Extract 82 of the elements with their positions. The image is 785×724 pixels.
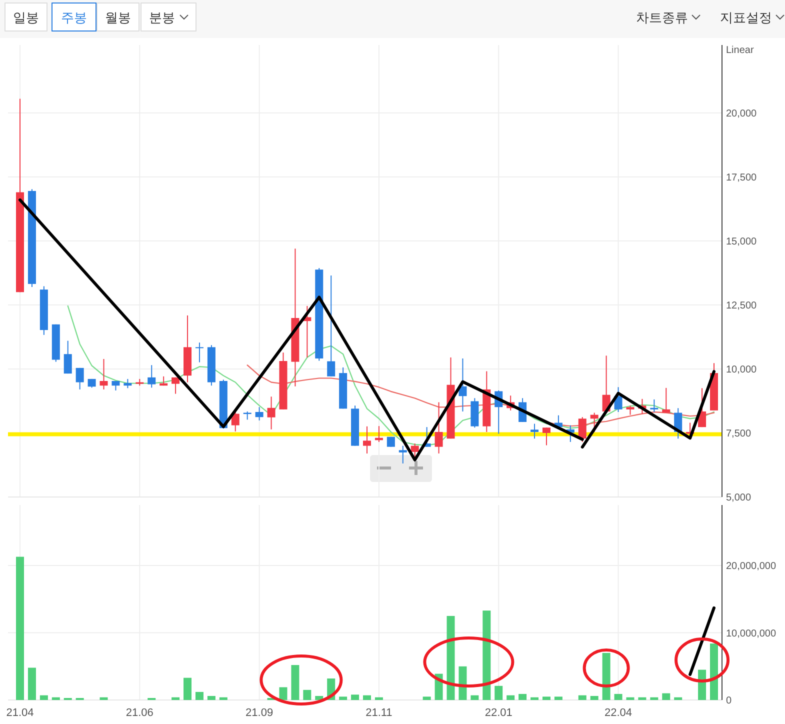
- bar: [279, 687, 288, 700]
- candlestick: [542, 427, 550, 446]
- bar: [710, 644, 718, 700]
- bar: [638, 697, 646, 700]
- bar: [422, 696, 431, 700]
- y-tick-label: 20,000,000: [726, 561, 776, 572]
- bar: [470, 695, 479, 700]
- bar: [40, 695, 48, 700]
- bar: [207, 696, 216, 700]
- y-tick-label: 0: [726, 696, 732, 706]
- candlestick: [100, 358, 108, 390]
- text: 차트종류: [636, 10, 688, 25]
- y-tick-label: 10,000,000: [726, 628, 776, 640]
- x-tick-label: 22.01: [484, 707, 512, 719]
- bar: [458, 666, 467, 700]
- candlestick: [410, 442, 419, 458]
- bar: [506, 695, 515, 700]
- bar: [291, 665, 300, 700]
- text: 주봉: [61, 10, 87, 25]
- bar: [662, 693, 670, 700]
- text: 분봉: [149, 10, 175, 25]
- candlestick: [195, 342, 204, 363]
- x-tick-label: 21.11: [366, 707, 392, 719]
- bar: [315, 696, 324, 700]
- candlestick: [267, 396, 276, 430]
- y-tick-label: 7,500: [726, 428, 752, 440]
- bar: [100, 697, 108, 700]
- bar: [184, 678, 192, 700]
- bar: [578, 695, 586, 700]
- bar: [446, 616, 455, 700]
- candlestick: [590, 412, 598, 432]
- bar: [16, 556, 24, 700]
- candlestick: [650, 398, 658, 412]
- candlestick: [231, 411, 240, 432]
- x-tick-label: 21.09: [246, 707, 274, 719]
- bar: [172, 697, 180, 700]
- bar: [554, 696, 562, 700]
- candlestick: [530, 423, 539, 440]
- x-tick-label: 21.04: [6, 707, 34, 719]
- text: 지표설정: [720, 10, 772, 25]
- text: Linear: [726, 45, 754, 56]
- bar: [219, 697, 228, 700]
- bar: [363, 695, 371, 700]
- candlestick: [172, 376, 180, 394]
- candlestick: [434, 402, 443, 454]
- candlestick: [148, 364, 156, 388]
- y-tick-label: 20,000: [726, 108, 758, 120]
- bar: [590, 696, 598, 700]
- y-tick-label: 12,500: [726, 300, 758, 312]
- candlestick: [255, 406, 264, 421]
- bar: [52, 697, 60, 700]
- bar: [614, 694, 622, 700]
- text: 월봉: [105, 10, 131, 25]
- candlestick: [76, 367, 84, 390]
- bar: [494, 686, 503, 700]
- y-tick-label: 5,000: [726, 492, 752, 504]
- bar: [303, 690, 312, 700]
- bar: [28, 668, 36, 700]
- bar: [542, 696, 550, 700]
- candlestick: [626, 405, 634, 416]
- bar: [195, 692, 204, 700]
- bar: [482, 610, 491, 700]
- candlestick: [363, 426, 371, 454]
- candlestick: [327, 274, 336, 377]
- bar: [626, 697, 634, 700]
- bar: [374, 697, 383, 700]
- text: 일봉: [13, 10, 39, 25]
- candlestick: [124, 378, 132, 389]
- x-tick-label: 21.06: [126, 707, 154, 719]
- bar: [351, 694, 360, 700]
- candlestick: [662, 387, 670, 414]
- candlestick: [64, 340, 72, 374]
- y-tick-label: 10,000: [726, 364, 758, 376]
- bar: [530, 697, 539, 700]
- bar: [339, 696, 348, 700]
- x-tick-label: 22.04: [604, 707, 632, 719]
- bar: [650, 697, 658, 700]
- candlestick: [398, 445, 407, 464]
- y-tick-label: 15,000: [726, 236, 758, 248]
- bar: [518, 694, 527, 700]
- y-tick-label: 17,500: [726, 172, 758, 184]
- bar: [674, 697, 682, 700]
